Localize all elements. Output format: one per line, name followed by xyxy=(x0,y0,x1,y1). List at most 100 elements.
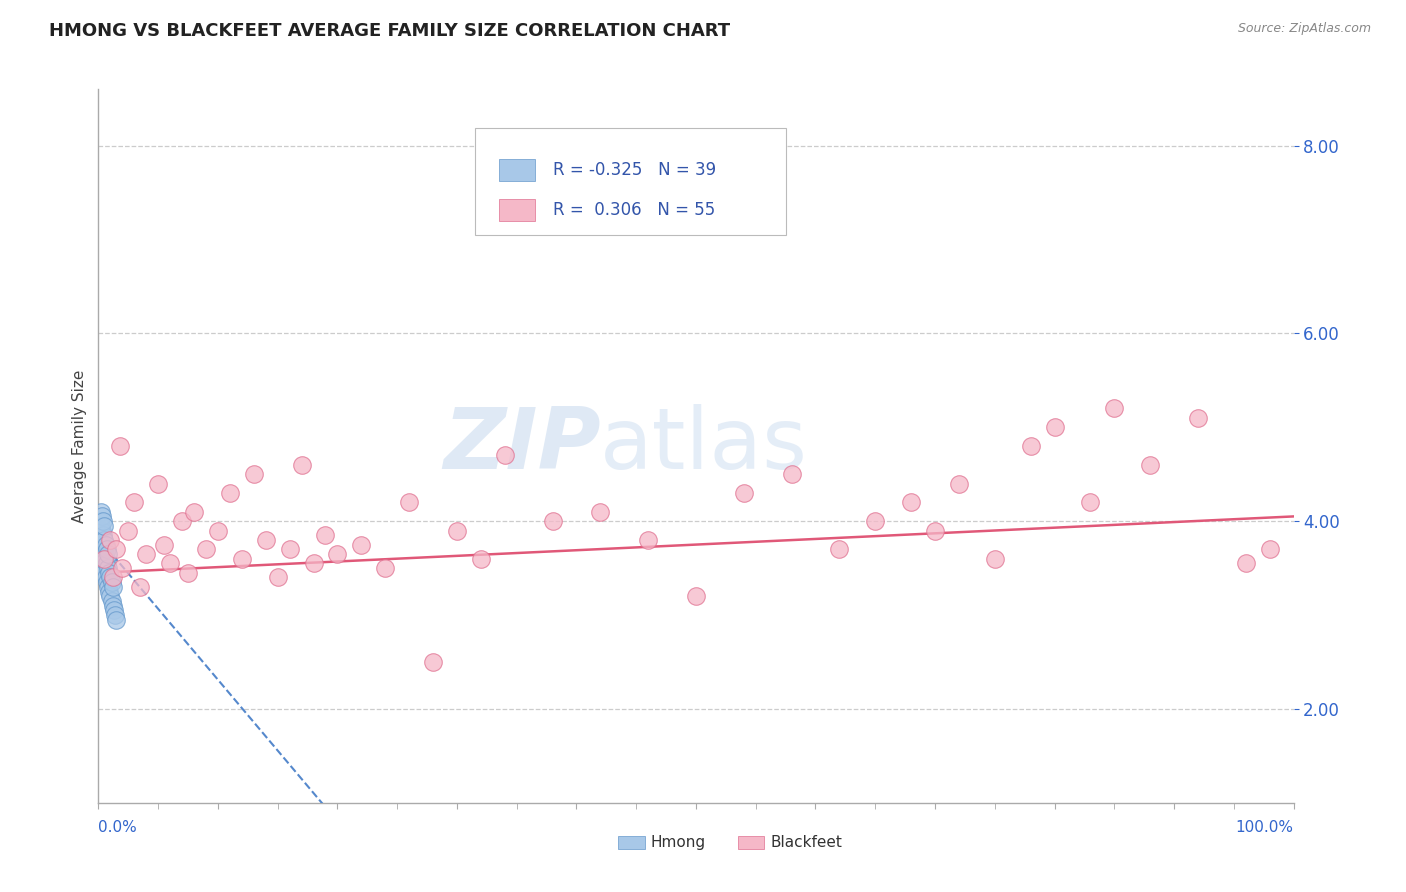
Point xyxy=(100,575,122,590)
Point xyxy=(94,551,117,566)
Point xyxy=(541,514,564,528)
Point xyxy=(105,613,128,627)
Point xyxy=(91,509,114,524)
Point xyxy=(172,514,194,528)
Point xyxy=(948,476,970,491)
Point xyxy=(1187,410,1209,425)
Point xyxy=(1258,542,1281,557)
Point xyxy=(91,514,114,528)
Text: Hmong: Hmong xyxy=(651,835,706,850)
Point xyxy=(267,570,290,584)
Point xyxy=(101,580,124,594)
Point xyxy=(124,495,146,509)
Point xyxy=(865,514,887,528)
Point xyxy=(89,528,111,542)
Text: Blackfeet: Blackfeet xyxy=(770,835,842,850)
Text: HMONG VS BLACKFEET AVERAGE FAMILY SIZE CORRELATION CHART: HMONG VS BLACKFEET AVERAGE FAMILY SIZE C… xyxy=(49,22,730,40)
Point xyxy=(900,495,922,509)
Point xyxy=(984,551,1007,566)
Point xyxy=(733,486,755,500)
Point xyxy=(153,538,176,552)
Point xyxy=(1043,420,1066,434)
Point xyxy=(219,486,242,500)
Point xyxy=(101,599,124,613)
Point xyxy=(94,538,117,552)
Point xyxy=(1080,495,1102,509)
Point xyxy=(96,557,118,571)
Point xyxy=(302,557,325,571)
Point xyxy=(1104,401,1126,416)
Text: ZIP: ZIP xyxy=(443,404,600,488)
Point xyxy=(135,547,157,561)
FancyBboxPatch shape xyxy=(499,199,534,220)
Point xyxy=(470,551,492,566)
Point xyxy=(780,467,803,482)
Point xyxy=(103,603,125,617)
FancyBboxPatch shape xyxy=(738,837,763,849)
Point xyxy=(90,533,112,547)
Point xyxy=(97,547,120,561)
Point xyxy=(374,561,396,575)
FancyBboxPatch shape xyxy=(499,160,534,181)
Point xyxy=(828,542,851,557)
Point xyxy=(91,561,114,575)
Point xyxy=(98,566,121,580)
Point xyxy=(96,575,118,590)
Point xyxy=(93,533,115,547)
Point xyxy=(1234,557,1257,571)
Point xyxy=(159,557,181,571)
Point xyxy=(350,538,373,552)
Point xyxy=(685,589,707,603)
Point xyxy=(100,594,122,608)
Point xyxy=(91,528,114,542)
Point xyxy=(97,561,120,575)
Point xyxy=(148,476,170,491)
Point xyxy=(93,518,115,533)
Point xyxy=(177,566,200,580)
FancyBboxPatch shape xyxy=(475,128,786,235)
Text: atlas: atlas xyxy=(600,404,808,488)
Point xyxy=(117,524,139,538)
Point xyxy=(89,514,111,528)
Point xyxy=(398,495,420,509)
Point xyxy=(422,655,444,669)
Text: R =  0.306   N = 55: R = 0.306 N = 55 xyxy=(553,201,714,219)
Point xyxy=(129,580,152,594)
Point xyxy=(446,524,468,538)
Point xyxy=(105,542,128,557)
Point xyxy=(104,607,127,622)
Point xyxy=(98,589,122,603)
Text: R = -0.325   N = 39: R = -0.325 N = 39 xyxy=(553,161,716,179)
Point xyxy=(101,570,124,584)
Point xyxy=(924,524,946,538)
Point xyxy=(494,449,516,463)
Point xyxy=(90,518,112,533)
Point xyxy=(91,542,114,557)
Point xyxy=(637,533,659,547)
Point xyxy=(96,542,118,557)
Point xyxy=(291,458,314,472)
Point xyxy=(1019,439,1042,453)
Y-axis label: Average Family Size: Average Family Size xyxy=(72,369,87,523)
FancyBboxPatch shape xyxy=(619,837,644,849)
Point xyxy=(207,524,229,538)
Point xyxy=(94,570,117,584)
Point xyxy=(93,547,115,561)
Text: 100.0%: 100.0% xyxy=(1236,820,1294,835)
Point xyxy=(231,551,253,566)
Point xyxy=(90,505,112,519)
Point xyxy=(93,566,115,580)
Point xyxy=(243,467,266,482)
Point xyxy=(98,584,121,599)
Point xyxy=(91,524,114,538)
Point xyxy=(254,533,277,547)
Point xyxy=(98,570,122,584)
Point xyxy=(1139,458,1161,472)
Point xyxy=(90,551,112,566)
Point xyxy=(315,528,337,542)
Point xyxy=(97,580,120,594)
Point xyxy=(326,547,349,561)
Text: Source: ZipAtlas.com: Source: ZipAtlas.com xyxy=(1237,22,1371,36)
Point xyxy=(91,538,114,552)
Point xyxy=(108,439,131,453)
